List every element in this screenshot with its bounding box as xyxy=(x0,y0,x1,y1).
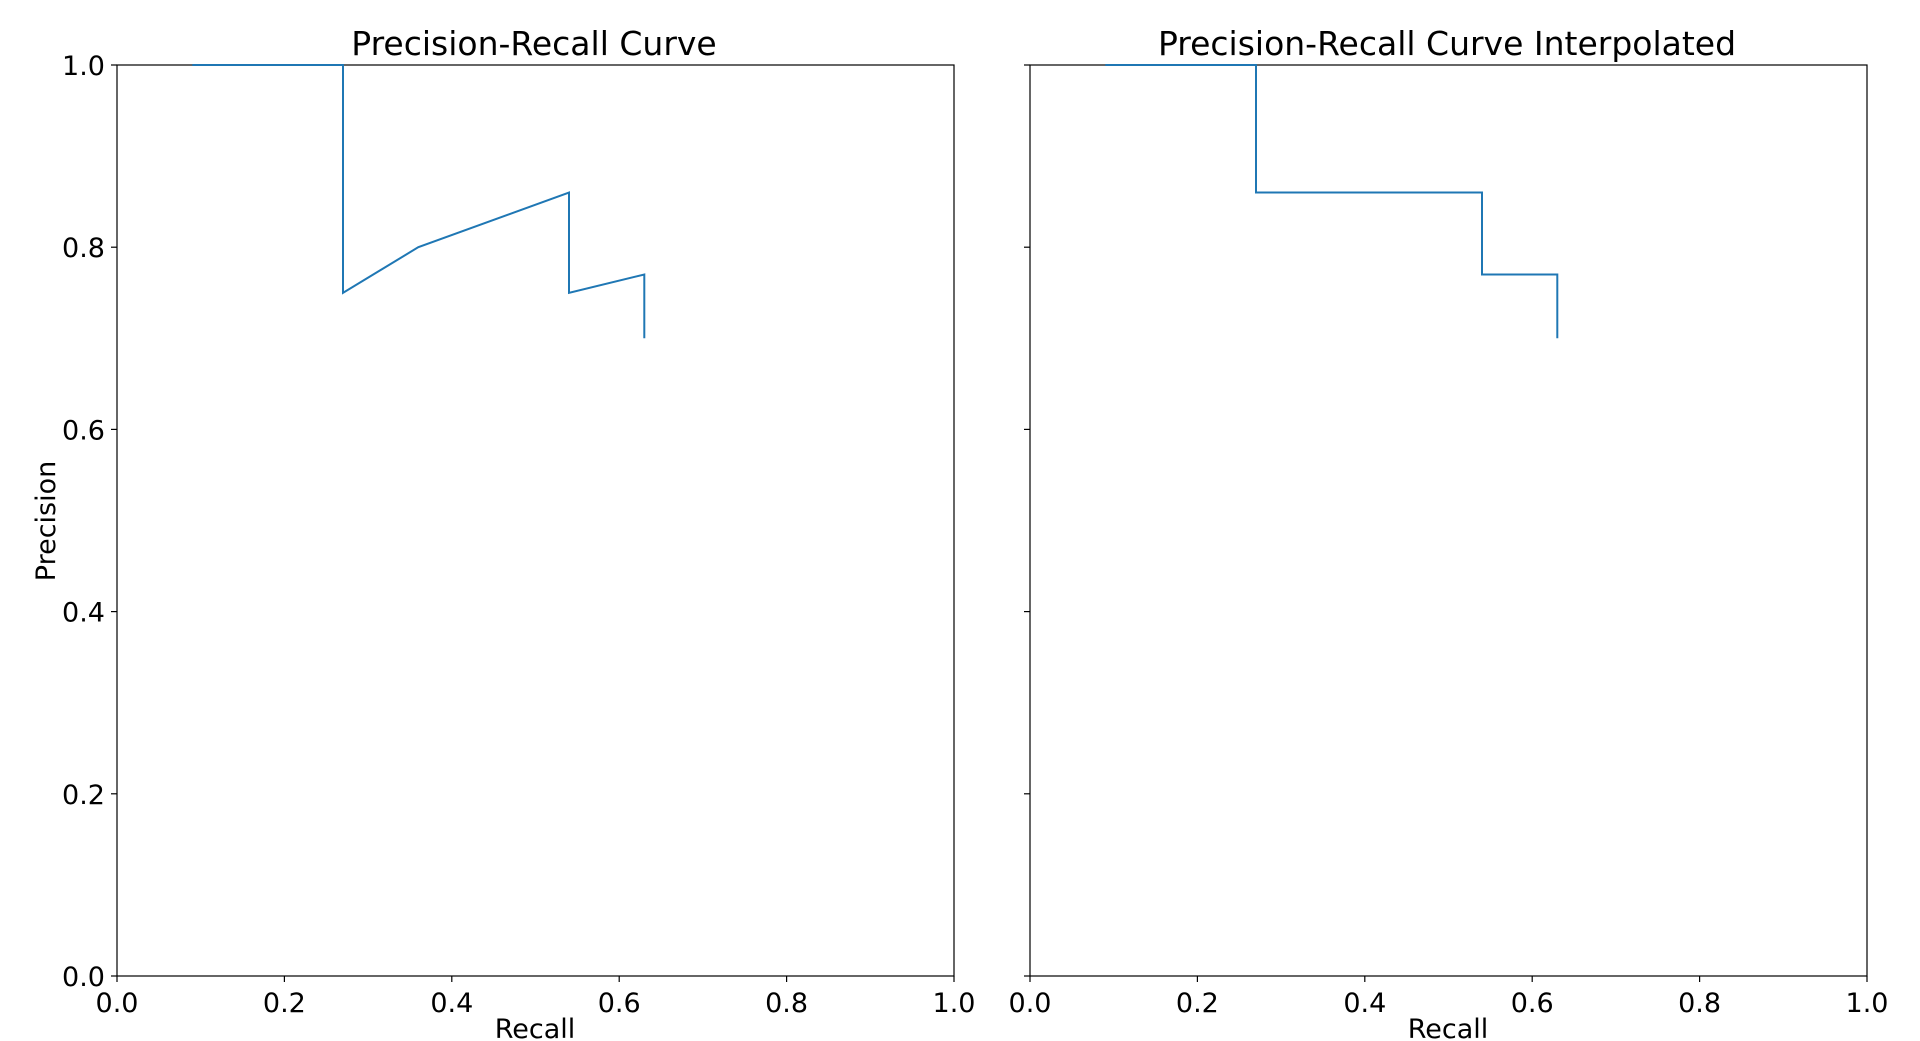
x-tick-label: 1.0 xyxy=(933,988,976,1019)
x-tick-label: 0.2 xyxy=(1176,988,1219,1019)
x-tick-label: 0.2 xyxy=(263,988,306,1019)
y-axis-label: Precision xyxy=(31,461,62,581)
y-tick-label: 0.8 xyxy=(62,233,105,264)
plot-frame xyxy=(1029,64,1868,977)
y-tick-label: 0.2 xyxy=(62,780,105,811)
x-axis: 0.0 0.2 0.4 0.6 0.8 1.0 xyxy=(96,976,976,1019)
chart-title: Precision-Recall Curve Interpolated xyxy=(1158,24,1736,63)
y-axis: 0.0 0.2 0.4 0.6 0.8 1.0 xyxy=(62,51,117,993)
y-tick-label: 1.0 xyxy=(62,51,105,82)
x-axis-label: Recall xyxy=(495,1014,576,1041)
x-tick-label: 0.0 xyxy=(1009,988,1052,1019)
x-tick-label: 0.6 xyxy=(1511,988,1554,1019)
y-tick-label: 0.6 xyxy=(62,415,105,446)
x-tick-label: 0.0 xyxy=(96,988,139,1019)
series-line xyxy=(192,64,646,339)
precision-recall-interpolated-chart: Precision-Recall Curve Interpolated 0.0 0… xyxy=(1009,24,1889,1041)
x-axis-label: Recall xyxy=(1408,1014,1489,1041)
x-tick-label: 0.4 xyxy=(430,988,473,1019)
x-tick-label: 0.4 xyxy=(1343,988,1386,1019)
series-group xyxy=(192,64,646,339)
chart-title: Precision-Recall Curve xyxy=(351,24,716,63)
x-tick-label: 0.6 xyxy=(598,988,641,1019)
y-tick-label: 0.0 xyxy=(62,962,105,993)
y-tick-label: 0.4 xyxy=(62,598,105,629)
x-axis: 0.0 0.2 0.4 0.6 0.8 1.0 xyxy=(1009,976,1889,1019)
y-axis xyxy=(1024,64,1030,977)
x-tick-label: 0.8 xyxy=(765,988,808,1019)
series-group xyxy=(1105,64,1559,339)
precision-recall-chart: Precision-Recall Curve 0.0 0.2 0.4 0.6 0.8 1.… xyxy=(31,24,975,1041)
x-tick-label: 0.8 xyxy=(1678,988,1721,1019)
series-line xyxy=(1105,64,1559,339)
x-tick-label: 1.0 xyxy=(1846,988,1889,1019)
plot-frame xyxy=(116,64,955,977)
